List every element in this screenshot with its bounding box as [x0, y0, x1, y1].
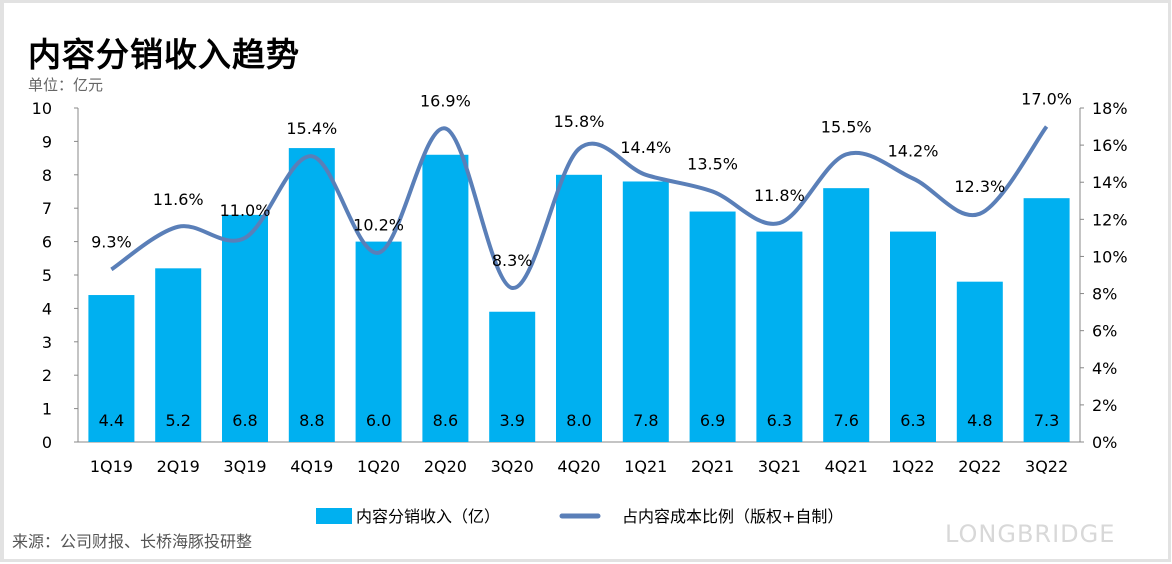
bar-data-label: 6.3	[767, 411, 792, 430]
bar-data-label: 4.8	[967, 411, 992, 430]
x-tick-label: 3Q21	[758, 457, 801, 476]
x-tick-label: 4Q19	[290, 457, 333, 476]
bar	[823, 188, 870, 442]
legend-bar-swatch	[316, 508, 352, 524]
left-tick-label: 1	[42, 400, 52, 419]
right-tick-label: 18%	[1092, 99, 1128, 118]
bar-data-label: 8.0	[566, 411, 591, 430]
chart-title: 内容分销收入趋势	[28, 35, 300, 74]
bar	[890, 231, 936, 442]
line-data-label: 11.0%	[220, 201, 271, 220]
right-tick-label: 12%	[1092, 210, 1128, 229]
left-tick-label: 6	[42, 233, 52, 252]
left-tick-label: 10	[32, 99, 52, 118]
line-data-label: 12.3%	[954, 177, 1005, 196]
x-tick-label: 2Q20	[424, 457, 467, 476]
x-tick-label: 1Q20	[357, 457, 400, 476]
left-tick-label: 2	[42, 366, 52, 385]
right-tick-label: 8%	[1092, 285, 1117, 304]
bar	[956, 281, 1003, 442]
right-tick-label: 0%	[1092, 433, 1117, 452]
line-data-label: 9.3%	[91, 232, 132, 251]
bar-data-label: 7.3	[1034, 411, 1059, 430]
line-data-label: 14.4%	[620, 138, 671, 157]
x-tick-label: 2Q21	[691, 457, 734, 476]
left-tick-label: 7	[42, 199, 52, 218]
source-note: 来源：公司财报、长桥海豚投研整	[12, 532, 253, 551]
bar-data-label: 5.2	[165, 411, 190, 430]
right-tick-label: 6%	[1092, 322, 1117, 341]
bar-data-label: 7.6	[833, 411, 858, 430]
bar-data-label: 8.6	[433, 411, 458, 430]
left-tick-label: 9	[42, 132, 52, 151]
bar	[222, 214, 268, 442]
unit-label: 单位：亿元	[28, 76, 104, 94]
x-tick-label: 3Q22	[1025, 457, 1068, 476]
x-tick-label: 4Q21	[825, 457, 868, 476]
bar	[1023, 198, 1070, 442]
x-tick-label: 2Q19	[157, 457, 200, 476]
right-tick-label: 10%	[1092, 247, 1128, 266]
x-tick-label: 3Q19	[223, 457, 266, 476]
line-data-label: 8.3%	[492, 251, 533, 270]
bar	[489, 311, 536, 442]
left-tick-label: 3	[42, 333, 52, 352]
bar-data-label: 4.4	[99, 411, 124, 430]
x-tick-label: 1Q19	[90, 457, 133, 476]
bar-data-label: 8.8	[299, 411, 324, 430]
bar	[756, 231, 803, 442]
x-tick-label: 4Q20	[557, 457, 600, 476]
watermark: LONGBRIDGE	[945, 520, 1116, 548]
bar-data-label: 6.3	[900, 411, 925, 430]
bar	[556, 174, 602, 443]
bar	[622, 181, 669, 443]
line-data-label: 11.6%	[153, 190, 204, 209]
bar	[355, 241, 402, 442]
bar	[155, 268, 202, 442]
bar-data-label: 6.9	[700, 411, 725, 430]
bar	[422, 154, 469, 442]
bar-data-label: 6.8	[232, 411, 257, 430]
bar	[88, 295, 135, 442]
line-data-label: 16.9%	[420, 91, 471, 110]
line-data-label: 10.2%	[353, 216, 404, 235]
bar-data-label: 3.9	[499, 411, 524, 430]
bar	[288, 148, 335, 442]
right-tick-label: 16%	[1092, 136, 1128, 155]
legend-line-label: 占内容成本比例（版权+自制）	[622, 507, 843, 526]
line-data-label: 13.5%	[687, 155, 738, 174]
left-tick-label: 5	[42, 266, 52, 285]
right-tick-label: 2%	[1092, 396, 1117, 415]
line-data-label: 15.5%	[821, 117, 872, 136]
left-tick-label: 8	[42, 166, 52, 185]
line-data-label: 17.0%	[1021, 90, 1072, 109]
line-data-label: 15.8%	[554, 112, 605, 131]
right-tick-label: 4%	[1092, 359, 1117, 378]
legend-bar-label: 内容分销收入（亿）	[356, 507, 500, 526]
ratio-line	[110, 125, 1049, 290]
bar-data-label: 6.0	[366, 411, 391, 430]
x-tick-label: 2Q22	[958, 457, 1001, 476]
line-data-label: 14.2%	[888, 142, 939, 161]
bar	[689, 211, 736, 442]
left-tick-label: 0	[42, 433, 52, 452]
line-data-label: 11.8%	[754, 186, 805, 205]
x-tick-label: 1Q21	[624, 457, 667, 476]
left-tick-label: 4	[42, 299, 52, 318]
bar-data-label: 7.8	[633, 411, 658, 430]
right-tick-label: 14%	[1092, 173, 1128, 192]
x-tick-label: 1Q22	[891, 457, 934, 476]
x-tick-label: 3Q20	[491, 457, 534, 476]
line-data-label: 15.4%	[286, 119, 337, 138]
